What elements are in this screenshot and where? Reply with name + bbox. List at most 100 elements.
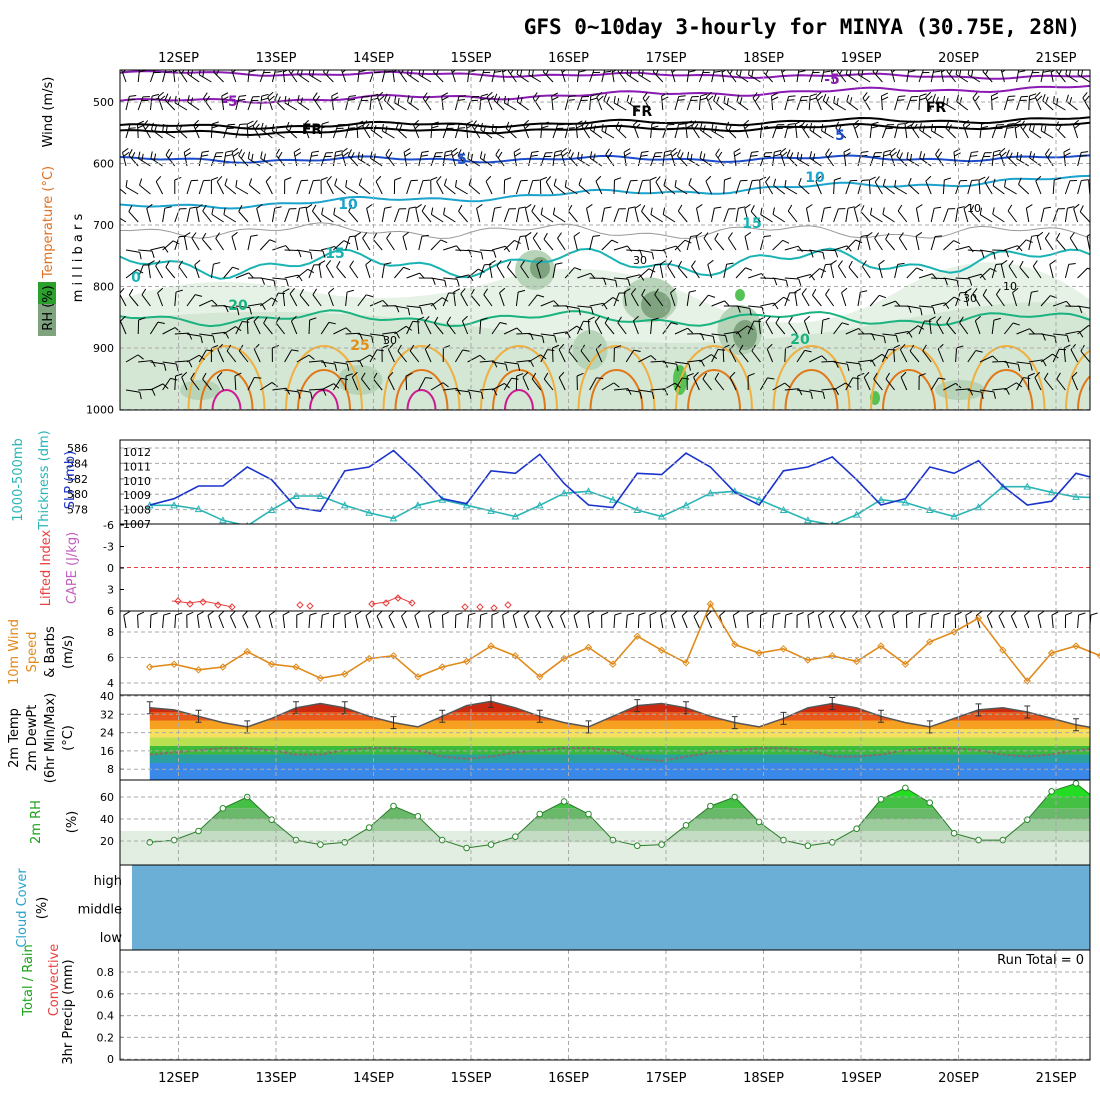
- slp-line: [149, 449, 1090, 513]
- wind-barb: [727, 70, 737, 83]
- barb-flag: [649, 176, 657, 181]
- barb-flag: [841, 287, 848, 294]
- wind-barb: [1018, 184, 1030, 195]
- rh-marker: [146, 839, 154, 846]
- barb-flag: [275, 316, 281, 324]
- rh-marker: [633, 842, 641, 850]
- barb-flag: [211, 125, 219, 129]
- wind-barb: [1077, 180, 1082, 195]
- wind-barb: [882, 213, 895, 223]
- wind-barb: [808, 355, 822, 363]
- barb-flag: [483, 153, 486, 161]
- wind-barb: [784, 347, 786, 363]
- wind-barb: [1016, 96, 1022, 111]
- barb-flag: [476, 203, 483, 209]
- wind-barb: [479, 264, 485, 279]
- wind-barb: [930, 615, 933, 629]
- wind-barb: [695, 208, 700, 223]
- barb-flag: [934, 206, 942, 209]
- wind-barb: [430, 382, 444, 391]
- wind-barb: [992, 213, 1005, 223]
- barb-flag: [387, 151, 393, 159]
- wind-barb: [1040, 353, 1053, 363]
- barb-flag: [249, 307, 252, 315]
- wind-barb: [249, 184, 261, 195]
- barb-flag: [499, 322, 507, 325]
- barb-flag: [378, 95, 385, 101]
- wind-barb: [362, 125, 371, 139]
- wind-barb: [545, 181, 554, 195]
- barb-flag: [992, 178, 996, 186]
- wind-barb: [284, 208, 290, 223]
- barb-flag: [189, 206, 197, 209]
- top-date-axis: 12SEP 13SEP 14SEP 15SEP 16SEP 17SEP 18SEP 19SEP…: [158, 51, 1077, 66]
- wind-barb: [443, 277, 458, 280]
- contour-label: 15: [742, 216, 761, 232]
- wind-barb: [259, 382, 273, 391]
- wind-barb: [253, 349, 261, 363]
- wind-barb: [491, 361, 506, 365]
- barb-flag: [224, 332, 230, 339]
- wind-barb: [308, 74, 322, 83]
- barb-flag: [557, 232, 562, 239]
- wind-barb: [1014, 124, 1018, 139]
- wind-barb: [576, 321, 584, 335]
- wind-barb: [128, 155, 139, 167]
- barb-flag: [787, 127, 795, 129]
- wind-barb: [259, 297, 272, 307]
- wind10-marker: [609, 660, 617, 668]
- date-label-bottom: 21SEP: [1036, 1071, 1077, 1086]
- wind-barb: [613, 179, 616, 195]
- wind-barb: [711, 300, 725, 307]
- barb-flag: [222, 96, 229, 101]
- wind-barb: [803, 320, 810, 335]
- wind-barb: [288, 70, 298, 83]
- barb-flag: [518, 289, 526, 293]
- y-tick-label: 600: [93, 158, 114, 171]
- barb-flag: [615, 121, 620, 129]
- wind-barb: [674, 239, 686, 251]
- barb-flag: [660, 611, 667, 616]
- wind-barb: [162, 70, 167, 83]
- upper-grid: [178, 70, 1057, 410]
- wind-barb: [577, 158, 590, 167]
- y-tick-label: 584: [67, 457, 88, 470]
- barb-flag: [834, 177, 842, 181]
- barb-flag: [948, 124, 952, 132]
- wind-barb: [454, 96, 460, 111]
- rh-grid: [178, 780, 1057, 865]
- barb-flag: [725, 335, 728, 343]
- rh-blob: [337, 365, 383, 395]
- wind-barb: [491, 70, 496, 83]
- barb-flag: [462, 349, 470, 352]
- wind-barb: [601, 277, 616, 281]
- wind-barb: [845, 377, 854, 391]
- wind-barb: [357, 333, 372, 337]
- barb-flag: [364, 123, 370, 130]
- wind-barb: [784, 277, 799, 280]
- barb-flag: [758, 316, 766, 321]
- wind-barb: [394, 102, 407, 111]
- barb-flag: [425, 95, 430, 102]
- barb-flag: [255, 610, 262, 617]
- wind-barb: [165, 154, 176, 167]
- barb-flag: [935, 148, 940, 155]
- barb-flag: [935, 235, 943, 238]
- barb-flag: [1055, 232, 1061, 240]
- barb-flag: [760, 612, 768, 616]
- barb-flag: [343, 240, 351, 245]
- wind-barb: [978, 180, 981, 195]
- barb-flag: [691, 120, 697, 127]
- wind-barb: [1052, 349, 1060, 363]
- wind10-marker: [146, 663, 154, 671]
- wind-barb: [775, 322, 786, 335]
- wind-barb: [320, 123, 323, 139]
- wind-barb: [699, 157, 712, 167]
- barb-flag: [612, 297, 620, 302]
- rh-marker: [341, 839, 349, 846]
- barb-flag: [896, 126, 905, 129]
- barb-flag: [663, 178, 667, 186]
- barb-flag: [992, 355, 999, 362]
- barb-flag: [162, 123, 165, 132]
- warm-contour: [394, 369, 449, 410]
